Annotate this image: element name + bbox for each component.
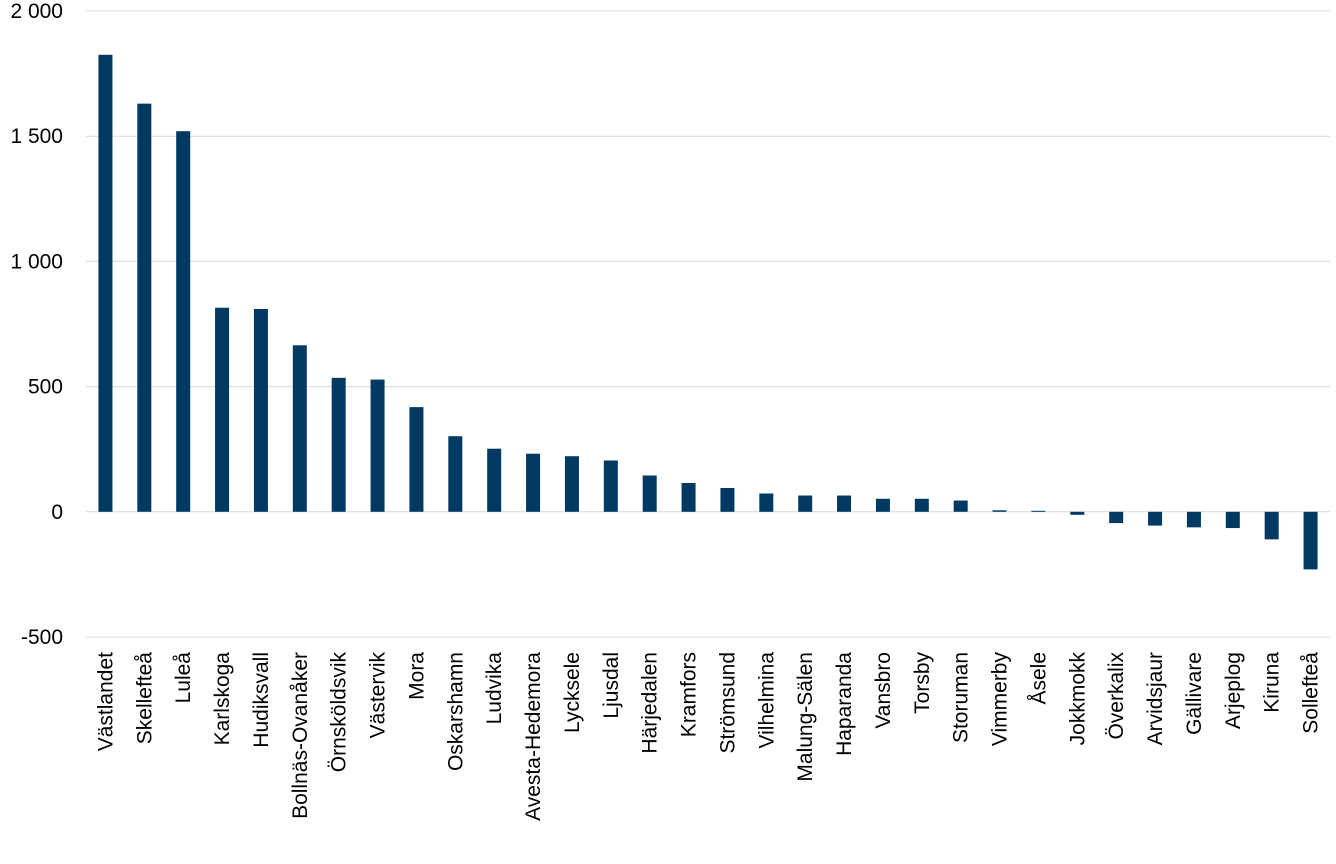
bar xyxy=(1070,511,1085,515)
x-tick-label: Skellefteå xyxy=(133,652,156,745)
bar xyxy=(953,500,968,512)
bar xyxy=(137,103,152,512)
gridlines xyxy=(86,10,1330,638)
y-tick-label: 500 xyxy=(28,376,63,399)
x-tick-label: Kramfors xyxy=(678,652,701,737)
y-tick-label: 1 500 xyxy=(10,125,63,148)
bar xyxy=(409,407,424,512)
bar xyxy=(1109,511,1124,524)
bar xyxy=(370,379,385,512)
x-tick-label: Torsby xyxy=(911,652,934,714)
bar xyxy=(603,460,618,512)
bar xyxy=(176,131,191,512)
bar xyxy=(215,307,230,512)
x-tick-label: Avesta-Hedemora xyxy=(522,652,545,821)
x-tick-label: Haparanda xyxy=(833,652,856,756)
y-tick-label: -500 xyxy=(21,626,63,649)
x-tick-label: Åsele xyxy=(1027,652,1050,705)
bar xyxy=(875,498,890,512)
bar xyxy=(914,498,929,512)
x-tick-label: Kiruna xyxy=(1261,652,1284,713)
y-tick-label: 1 000 xyxy=(10,250,63,273)
x-tick-label: Karlskoga xyxy=(211,652,234,746)
y-axis-tick-labels: -500 0 500 1 000 1 500 2 000 xyxy=(10,0,63,649)
x-tick-label: Oskarshamn xyxy=(444,652,467,771)
bar xyxy=(1186,511,1201,528)
y-tick-label: 2 000 xyxy=(10,0,63,23)
bar xyxy=(837,495,852,512)
x-tick-label: Vansbro xyxy=(872,652,895,729)
bar xyxy=(642,475,657,512)
x-axis-category-labels: Västlandet Skellefteå Luleå Karlskoga Hudiks… xyxy=(94,652,1322,821)
x-tick-label: Vilhelmina xyxy=(755,652,778,749)
x-tick-label: Ljusdal xyxy=(600,652,623,719)
bar xyxy=(564,456,579,512)
bars xyxy=(98,54,1318,570)
x-tick-label: Arvidsjaur xyxy=(1144,652,1167,745)
x-tick-label: Västervik xyxy=(367,652,390,739)
x-tick-label: Härjedalen xyxy=(639,652,662,754)
x-tick-label: Lycksele xyxy=(561,652,584,733)
bar xyxy=(253,308,268,512)
x-tick-label: Örnsköldsvik xyxy=(328,652,351,773)
x-tick-label: Arjeplog xyxy=(1222,652,1245,729)
bar xyxy=(292,345,307,512)
bar xyxy=(681,483,696,512)
bar xyxy=(1031,510,1046,512)
bar xyxy=(448,436,463,512)
x-tick-label: Överkalix xyxy=(1105,652,1128,740)
bar xyxy=(1148,511,1163,526)
x-tick-label: Gällivare xyxy=(1183,652,1206,735)
bar xyxy=(526,453,541,512)
bar xyxy=(487,448,502,512)
x-tick-label: Hudiksvall xyxy=(250,652,273,748)
x-tick-label: Vimmerby xyxy=(989,652,1012,747)
x-tick-label: Malung-Sälen xyxy=(794,652,817,782)
x-tick-label: Mora xyxy=(405,652,428,700)
x-tick-label: Jokkmokk xyxy=(1066,652,1089,746)
bar xyxy=(759,493,774,512)
x-tick-label: Sollefteå xyxy=(1300,652,1323,734)
bar xyxy=(992,510,1007,512)
bar xyxy=(798,495,813,512)
bar xyxy=(1225,511,1240,529)
x-tick-label: Luleå xyxy=(172,652,195,704)
x-tick-label: Strömsund xyxy=(716,652,739,754)
bar xyxy=(1264,511,1279,540)
x-tick-label: Ludvika xyxy=(483,652,506,725)
bar xyxy=(331,377,346,512)
bar xyxy=(720,488,735,512)
y-tick-label: 0 xyxy=(51,501,63,524)
bar xyxy=(98,54,113,512)
x-tick-label: Storuman xyxy=(950,652,973,743)
bar xyxy=(1303,511,1318,570)
x-tick-label: Bollnäs-Ovanåker xyxy=(289,652,312,819)
x-tick-label: Västlandet xyxy=(94,652,117,751)
